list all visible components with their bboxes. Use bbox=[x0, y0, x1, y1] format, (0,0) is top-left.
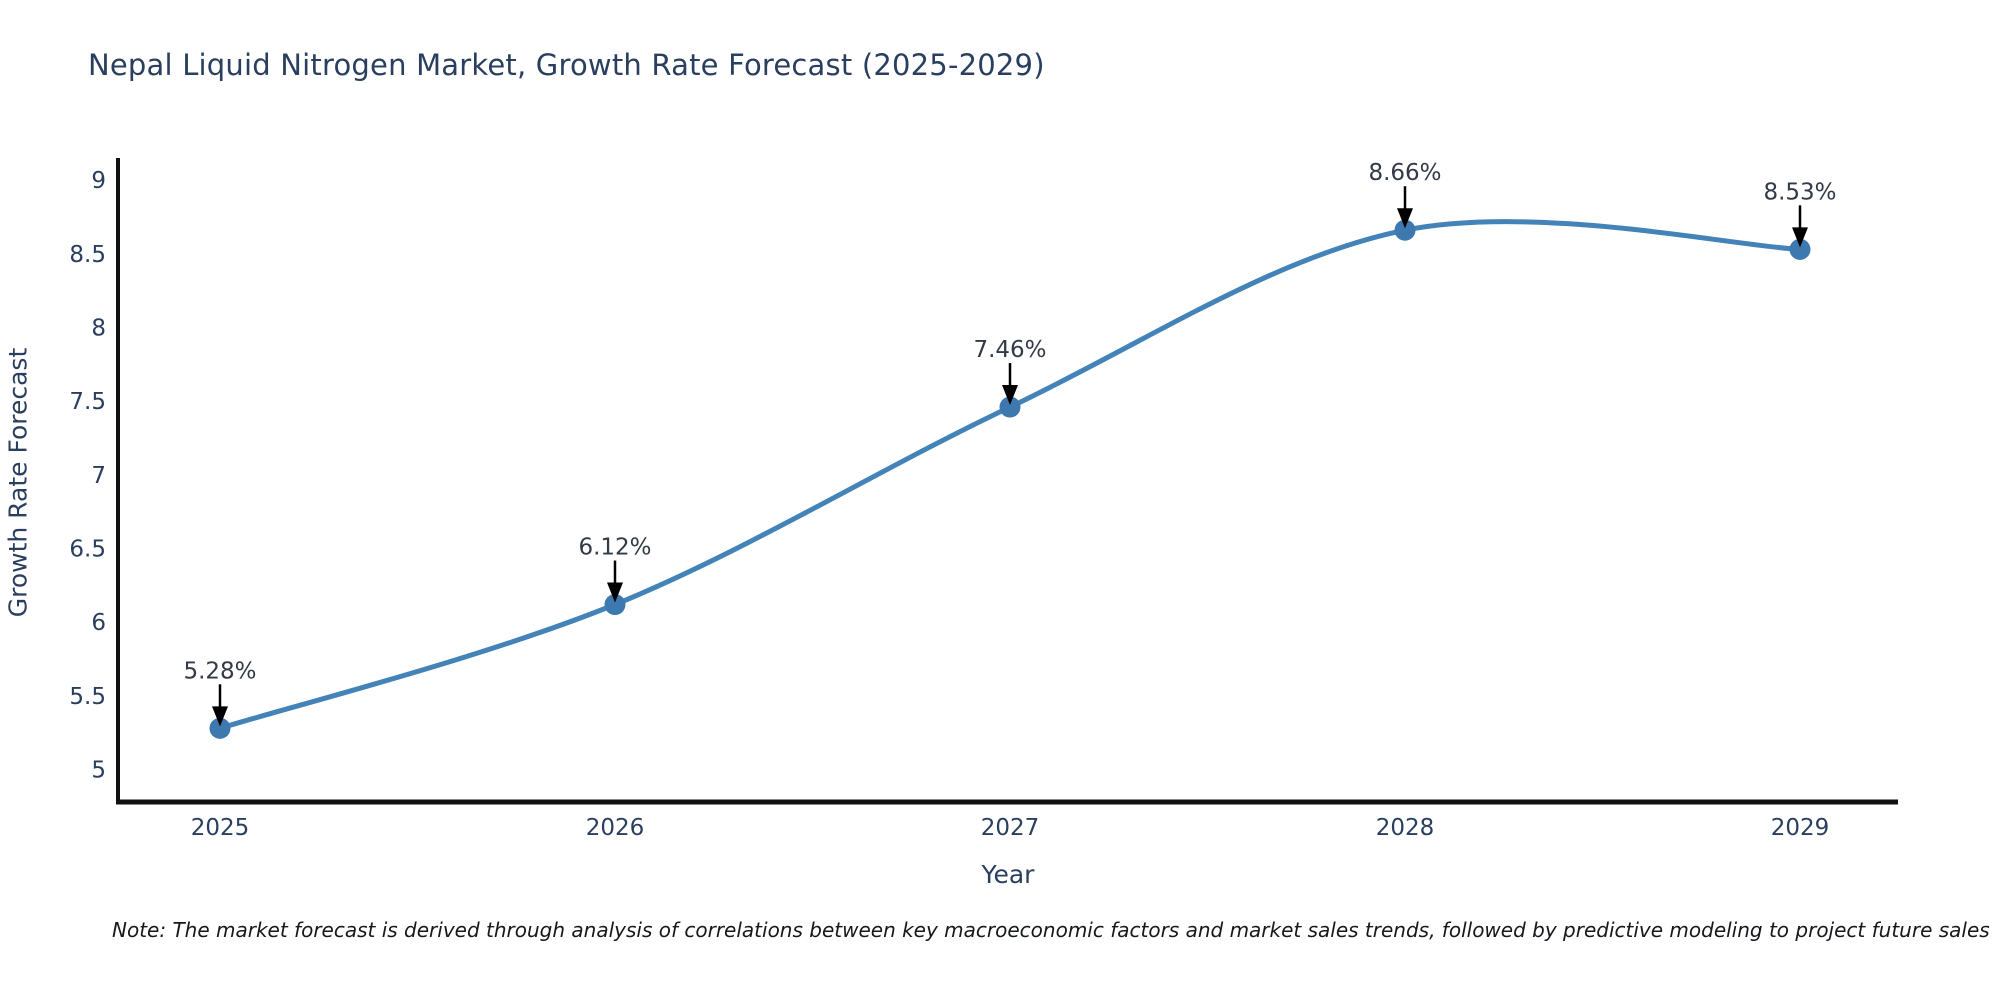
x-tick-label: 2029 bbox=[1771, 815, 1830, 841]
point-annotation: 7.46% bbox=[973, 337, 1046, 363]
annotation-arrow-head bbox=[1397, 208, 1413, 229]
y-axis-title: Growth Rate Forecast bbox=[3, 347, 33, 618]
x-tick-label: 2028 bbox=[1376, 815, 1435, 841]
x-tick-label: 2027 bbox=[981, 815, 1040, 841]
data-point-2027[interactable] bbox=[999, 396, 1021, 418]
y-tick-label: 5.5 bbox=[69, 684, 106, 710]
x-tick-label: 2025 bbox=[191, 815, 250, 841]
trend-line bbox=[217, 219, 1803, 731]
y-tick-label: 9 bbox=[91, 168, 106, 194]
y-tick-label: 7 bbox=[91, 463, 106, 489]
y-tick-label: 6.5 bbox=[69, 537, 106, 563]
footnote: Note: The market forecast is derived thr… bbox=[112, 918, 1990, 942]
annotation-arrow-head bbox=[1002, 385, 1018, 406]
chart-title: Nepal Liquid Nitrogen Market, Growth Rat… bbox=[88, 48, 1045, 82]
y-tick-label: 7.5 bbox=[69, 389, 106, 415]
y-tick-label: 8 bbox=[91, 315, 106, 341]
x-tick-label: 2026 bbox=[586, 815, 645, 841]
annotation-arrow-head bbox=[212, 706, 228, 727]
data-point-2028[interactable] bbox=[1394, 219, 1416, 241]
annotation-arrow-head bbox=[607, 582, 623, 603]
point-annotation: 8.53% bbox=[1763, 179, 1836, 205]
point-annotation: 6.12% bbox=[578, 535, 651, 561]
y-tick-label: 5 bbox=[91, 758, 106, 784]
y-tick-label: 8.5 bbox=[69, 242, 106, 268]
data-point-2025[interactable] bbox=[209, 717, 231, 739]
data-point-2029[interactable] bbox=[1789, 238, 1811, 260]
point-annotation: 5.28% bbox=[183, 658, 256, 684]
y-tick-label: 6 bbox=[91, 610, 106, 636]
data-point-2026[interactable] bbox=[604, 594, 626, 616]
point-annotation: 8.66% bbox=[1368, 160, 1441, 186]
annotation-arrow-head bbox=[1792, 227, 1808, 248]
x-axis-title: Year bbox=[981, 860, 1035, 889]
